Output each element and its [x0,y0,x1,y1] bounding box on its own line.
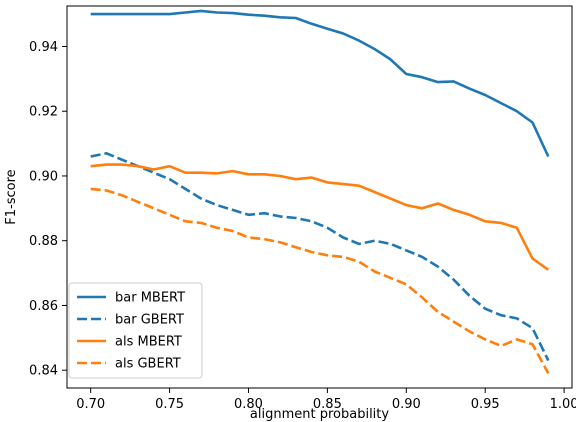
series-line-4 [90,187,550,375]
legend-box [68,282,203,379]
y-tick-label: 0.84 [29,364,58,379]
y-axis-label: F1-score [4,169,19,224]
y-tick-label: 0.86 [29,299,58,314]
x-tick-label: 0.80 [234,397,263,412]
x-tick-label: 0.85 [313,397,342,412]
legend-label-3: als MBERT [115,335,182,350]
y-axis-ticks: 0.84 0.86 0.88 0.90 0.92 0.94 [29,40,67,379]
y-tick-label: 0.90 [29,169,58,184]
legend: bar MBERT bar GBERT als MBERT als GBERT [68,282,203,379]
series-line-1 [90,9,550,158]
x-axis-ticks: 0.70 0.75 0.80 0.85 0.90 0.95 1.00 [76,388,576,412]
y-tick-label: 0.94 [29,40,58,55]
x-tick-label: 0.75 [155,397,184,412]
series-line-3 [90,163,550,271]
x-axis-label: alignment probability [250,407,389,422]
legend-label-4: als GBERT [115,357,181,372]
x-tick-label: 0.90 [392,397,421,412]
y-tick-label: 0.92 [29,105,58,120]
x-tick-label: 1.00 [550,397,576,412]
y-tick-label: 0.88 [29,234,58,249]
plot-lines [90,9,550,375]
plot-frame [66,5,573,389]
legend-label-2: bar GBERT [115,313,184,328]
x-tick-label: 0.95 [471,397,500,412]
series-line-2 [90,152,550,362]
legend-label-1: bar MBERT [115,291,185,306]
x-tick-label: 0.70 [76,397,105,412]
